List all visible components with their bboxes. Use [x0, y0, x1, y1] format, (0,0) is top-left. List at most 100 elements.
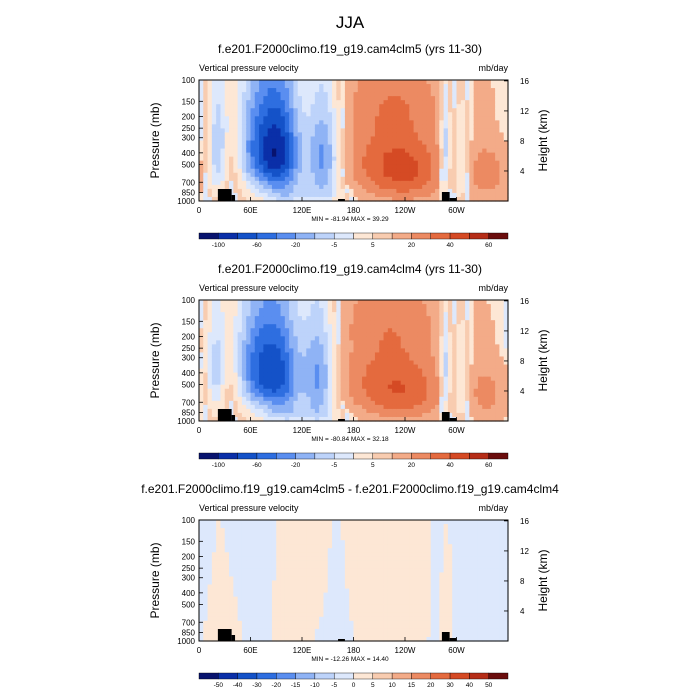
heatmap-cell — [469, 388, 475, 394]
heatmap-cell — [456, 196, 462, 202]
heatmap-cell — [503, 404, 509, 410]
heatmap-cell — [503, 300, 509, 305]
heatmap-cell — [293, 364, 299, 370]
heatmap-cell — [216, 152, 222, 158]
heatmap-cell — [490, 148, 496, 154]
heatmap-cell — [495, 392, 501, 398]
heatmap-cell — [216, 104, 222, 109]
heatmap-cell — [211, 584, 217, 590]
heatmap-cell — [211, 184, 217, 190]
heatmap-cell — [319, 304, 325, 309]
heatmap-cell — [374, 164, 380, 170]
heatmap-cell — [254, 300, 260, 305]
heatmap-cell — [289, 120, 295, 125]
heatmap-cell — [267, 96, 273, 101]
heatmap-cell — [392, 128, 398, 134]
heatmap-cell — [447, 380, 453, 386]
heatmap-cell — [366, 344, 372, 349]
heatmap-cell — [447, 400, 453, 406]
heatmap-cell — [336, 92, 342, 97]
heatmap-cell — [211, 604, 217, 610]
heatmap-cell — [499, 108, 505, 113]
heatmap-cell — [465, 160, 470, 166]
heatmap-cell — [203, 304, 209, 309]
heatmap-cell — [271, 356, 277, 362]
panel-units: mb/day — [478, 283, 508, 293]
heatmap-cell — [387, 192, 393, 198]
heatmap-cell — [297, 80, 303, 85]
heatmap-cell — [473, 120, 479, 125]
heatmap-cell — [460, 80, 466, 85]
heatmap-cell — [413, 132, 419, 138]
heatmap-cell — [417, 168, 423, 174]
heatmap-cell — [430, 396, 436, 402]
heatmap-cell — [310, 380, 316, 386]
y-tick-label: 700 — [182, 398, 196, 407]
heatmap-cell — [246, 396, 252, 402]
heatmap-cell — [297, 92, 303, 97]
heatmap-cell — [207, 596, 213, 602]
heatmap-cell — [327, 160, 333, 166]
heatmap-cell — [211, 596, 217, 602]
heatmap-cell — [267, 576, 273, 582]
heatmap-cell — [323, 152, 329, 158]
heatmap-cell — [452, 140, 458, 146]
heatmap-cell — [199, 588, 204, 594]
heatmap-cell — [332, 84, 337, 89]
heatmap-cell — [340, 360, 346, 366]
heatmap-cell — [306, 380, 312, 386]
heatmap-cell — [211, 368, 217, 374]
heatmap-cell — [469, 396, 475, 402]
heatmap-cell — [207, 128, 213, 134]
heatmap-cell — [435, 192, 440, 198]
heatmap-cell — [430, 160, 436, 166]
heatmap-cell — [254, 164, 260, 170]
heatmap-cell — [443, 168, 449, 174]
topography — [441, 412, 450, 421]
heatmap-cell — [413, 124, 419, 129]
heatmap-cell — [263, 120, 269, 125]
heatmap-cell — [357, 380, 363, 386]
heatmap-cell — [387, 384, 393, 390]
heatmap-cell — [297, 336, 303, 341]
heatmap-cell — [241, 632, 247, 638]
heatmap-cell — [280, 316, 286, 321]
heatmap-cell — [203, 144, 209, 150]
heatmap-cell — [469, 328, 475, 333]
heatmap-cell — [482, 80, 488, 85]
heatmap-cell — [374, 92, 380, 97]
heatmap-cell — [293, 160, 299, 166]
heatmap-cell — [379, 392, 385, 398]
heatmap-cell — [357, 312, 363, 317]
heatmap-cell — [417, 120, 423, 125]
heatmap-cell — [211, 300, 217, 305]
heatmap-cell — [263, 88, 269, 93]
heatmap-cell — [443, 360, 449, 366]
heatmap-cell — [220, 140, 226, 146]
heatmap-cell — [332, 344, 337, 349]
heatmap-cell — [349, 412, 355, 418]
heatmap-cell — [503, 356, 509, 362]
heatmap-cell — [495, 404, 501, 410]
heatmap-cell — [233, 300, 239, 305]
heatmap-cell — [271, 380, 277, 386]
heatmap-cell — [409, 352, 415, 358]
heatmap-cell — [349, 140, 355, 146]
heatmap-cell — [199, 400, 204, 406]
heatmap-cell — [241, 620, 247, 626]
heatmap-cell — [495, 384, 501, 390]
heatmap-cell — [477, 344, 483, 349]
heatmap-cell — [422, 364, 428, 370]
heatmap-cell — [405, 152, 410, 158]
heatmap-cell — [199, 172, 204, 178]
heatmap-cell — [366, 180, 372, 186]
heatmap-cell — [220, 564, 226, 569]
heatmap-cell — [443, 188, 449, 194]
heatmap-cell — [220, 384, 226, 390]
heatmap-cell — [336, 96, 342, 101]
heatmap-cell — [469, 96, 475, 101]
heatmap-cell — [302, 416, 307, 422]
heatmap-cell — [237, 576, 243, 582]
heatmap-cell — [207, 80, 213, 85]
heatmap-cell — [357, 408, 363, 414]
